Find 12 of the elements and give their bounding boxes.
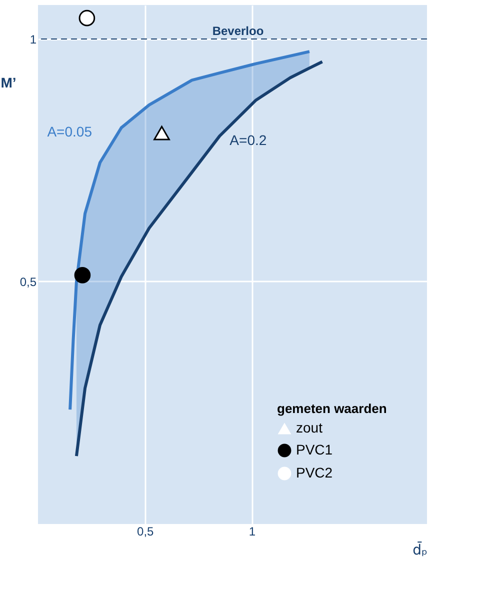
point [154, 126, 170, 140]
point [74, 267, 91, 284]
point [78, 10, 96, 26]
ref-line-label: Beverloo [212, 24, 264, 38]
legend-label: PVC2 [296, 464, 333, 480]
legend-label: zout [296, 420, 323, 436]
x-axis-title: d̄ₚ [412, 540, 428, 558]
series-label: A=0.05 [47, 124, 92, 140]
y-axis-title: M’ [0, 74, 16, 90]
series-label: A=0.2 [230, 132, 267, 148]
legend-label: PVC1 [296, 442, 333, 458]
legend-title: gemeten waarden [277, 401, 387, 416]
